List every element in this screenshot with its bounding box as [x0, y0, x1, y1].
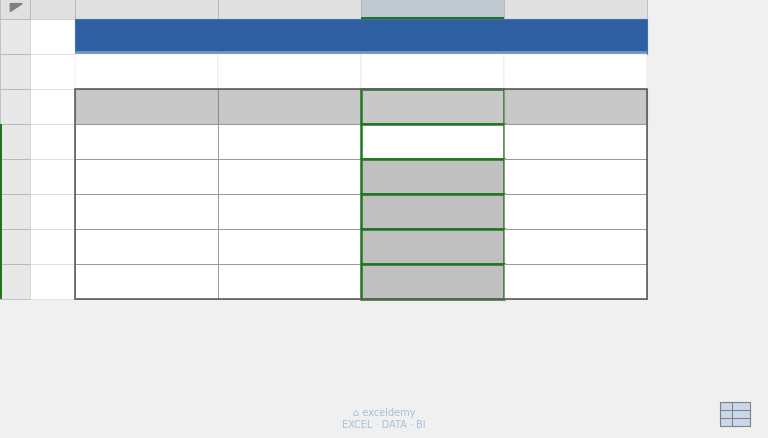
- Text: ⌂ exceldemy
EXCEL · DATA · BI: ⌂ exceldemy EXCEL · DATA · BI: [343, 407, 425, 429]
- Text: Use GCD Function to Calculate Ratio: Use GCD Function to Calculate Ratio: [206, 30, 516, 45]
- Text: 1400: 1400: [169, 276, 201, 288]
- Text: Width (F): Width (F): [257, 101, 323, 114]
- Text: 780: 780: [177, 240, 201, 254]
- Text: 3: 3: [11, 101, 19, 114]
- Text: 1200: 1200: [169, 171, 201, 184]
- Text: C: C: [285, 4, 294, 17]
- Text: 600: 600: [320, 171, 344, 184]
- Text: 2: 2: [11, 66, 19, 79]
- Text: 6: 6: [11, 205, 19, 219]
- Text: D: D: [427, 4, 438, 17]
- Text: 400: 400: [320, 136, 344, 148]
- Text: 500: 500: [319, 276, 344, 288]
- Text: 8: 8: [11, 276, 19, 288]
- Text: 4: 4: [11, 136, 19, 148]
- Text: 500: 500: [177, 136, 201, 148]
- Text: A: A: [48, 4, 57, 17]
- Text: 5: 5: [11, 171, 19, 184]
- Text: 1400: 1400: [169, 205, 201, 219]
- Text: 330: 330: [320, 240, 344, 254]
- Text: 400: 400: [320, 205, 344, 219]
- Text: 100: 100: [463, 136, 487, 148]
- Text: Ratio: Ratio: [558, 101, 594, 114]
- Text: 7: 7: [11, 240, 19, 254]
- Text: 1: 1: [11, 31, 19, 44]
- Text: 30: 30: [471, 240, 487, 254]
- Text: 600: 600: [463, 171, 487, 184]
- Text: 100: 100: [463, 276, 487, 288]
- Text: 200: 200: [463, 205, 487, 219]
- Text: GCD: GCD: [418, 101, 447, 114]
- Text: B: B: [142, 4, 151, 17]
- Text: E: E: [571, 4, 579, 17]
- Text: Length (F): Length (F): [110, 101, 184, 114]
